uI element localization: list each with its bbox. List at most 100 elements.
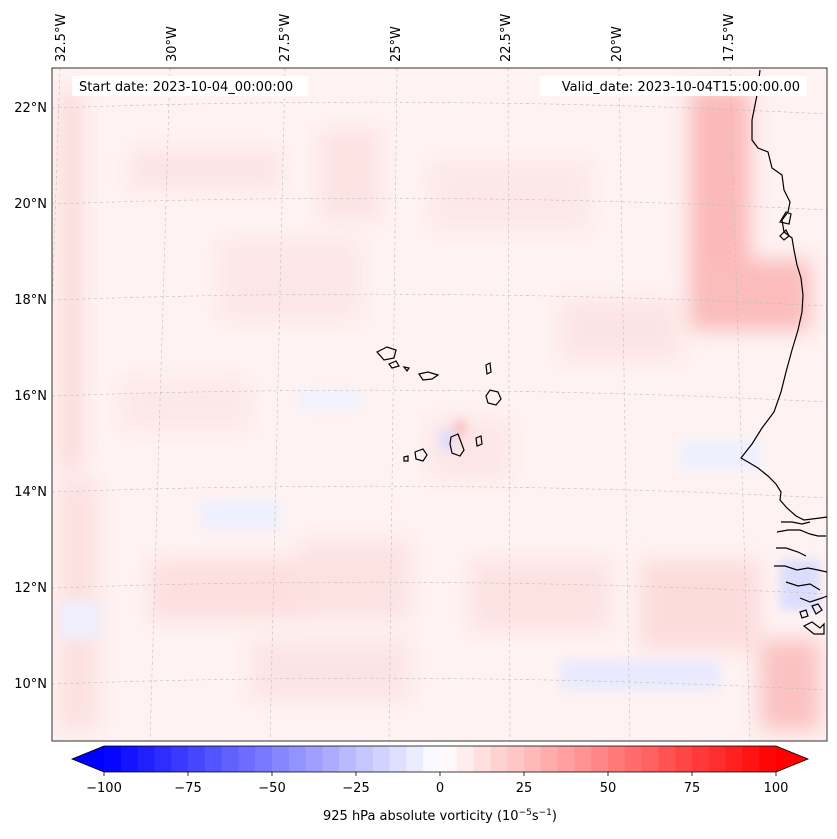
colorbar-segment: [524, 746, 542, 772]
colorbar-segment: [221, 746, 239, 772]
latitude-tick-label: 16°N: [14, 389, 47, 404]
longitude-tick-label: 22.5°W: [499, 14, 514, 62]
map-panel: [52, 68, 827, 741]
colorbar-segment: [137, 746, 155, 772]
island-fogo: [414, 448, 428, 462]
longitude-tick-label: 32.5°W: [54, 14, 69, 62]
island-santa-luzia: [402, 366, 410, 373]
latitude-tick-label: 22°N: [14, 101, 47, 116]
colorbar-tick-label: 0: [436, 781, 444, 796]
vorticity-field: [58, 90, 820, 730]
colorbar-segment: [255, 746, 273, 772]
colorbar-segment: [305, 746, 323, 772]
coastal-island-1: [779, 211, 792, 225]
colorbar-segment: [406, 746, 424, 772]
colorbar-segment: [389, 746, 407, 772]
island-santiago: [449, 433, 465, 457]
colorbar-tick-label: −75: [174, 781, 201, 796]
latitude-tick-label: 14°N: [14, 485, 47, 500]
colorbar-segment: [456, 746, 474, 772]
longitude-tick-label: 27.5°W: [278, 14, 293, 62]
colorbar: −100 −75 −50 −25 0 25 50 75 100 925 hPa absolute…: [70, 745, 810, 824]
colorbar-segment: [322, 746, 340, 772]
coastal-island-5: [799, 609, 809, 619]
colorbar-segment: [507, 746, 525, 772]
colorbar-segment: [608, 746, 626, 772]
colorbar-segment: [759, 746, 777, 772]
island-maio: [475, 435, 483, 447]
colorbar-segment: [272, 746, 290, 772]
meridian-line: [618, 68, 631, 741]
parallel-line: [52, 197, 827, 211]
colorbar-segment: [742, 746, 760, 772]
colorbar-segment: [574, 746, 592, 772]
island-sao-vicente: [388, 360, 400, 369]
map-frame: [51, 67, 828, 742]
colorbar-tick-label: −25: [342, 781, 369, 796]
longitude-tick-labels: 32.5°W 30°W 27.5°W 25°W 22.5°W 20°W 17.5°W: [54, 14, 737, 62]
colorbar-segment: [708, 746, 726, 772]
coastlines: [376, 69, 827, 635]
latitude-tick-label: 10°N: [14, 677, 47, 692]
colorbar-segment: [540, 746, 558, 772]
africa-coastline: [740, 69, 827, 603]
latitude-tick-label: 18°N: [14, 293, 47, 308]
coastal-island-2: [779, 228, 790, 241]
colorbar-segment: [171, 746, 189, 772]
colorbar-segments: [104, 746, 777, 772]
island-santo-antao: [376, 346, 397, 361]
colorbar-segment: [154, 746, 172, 772]
colorbar-segment: [372, 746, 390, 772]
colorbar-segment: [339, 746, 357, 772]
parallel-line: [52, 293, 827, 307]
colorbar-segment: [658, 746, 676, 772]
colorbar-label: 925 hPa absolute vorticity (10−5s−1): [323, 808, 557, 824]
colorbar-segment: [356, 746, 374, 772]
colorbar-tick-label: 50: [600, 781, 617, 796]
colorbar-high-extension: [776, 746, 808, 772]
valid-date-label: Valid_date: 2023-10-04T15:00:00.00: [562, 80, 800, 95]
valid-date-box: [540, 76, 807, 96]
latitude-tick-label: 20°N: [14, 197, 47, 212]
parallel-line: [52, 101, 827, 115]
colorbar-segment: [624, 746, 642, 772]
start-date-box: [72, 76, 308, 96]
parallel-line: [52, 485, 827, 499]
latitude-tick-labels: 22°N 20°N 18°N 16°N 14°N 12°N 10°N: [14, 101, 47, 692]
colorbar-segment: [641, 746, 659, 772]
graticule-lines: [52, 68, 827, 741]
longitude-tick-label: 17.5°W: [722, 14, 737, 62]
colorbar-segment: [692, 746, 710, 772]
colorbar-tick-label: 100: [764, 781, 789, 796]
colorbar-segment: [288, 746, 306, 772]
colorbar-low-extension: [72, 746, 104, 772]
island-brava: [403, 455, 409, 462]
island-boa-vista: [485, 389, 502, 406]
meridian-line: [149, 68, 171, 741]
parallel-line: [52, 677, 827, 691]
longitude-tick-label: 25°W: [389, 26, 404, 62]
colorbar-segment: [490, 746, 508, 772]
colorbar-segment: [675, 746, 693, 772]
parallel-line: [52, 581, 827, 595]
longitude-tick-label: 20°W: [610, 26, 625, 62]
colorbar-segment: [204, 746, 222, 772]
colorbar-tick-label: 25: [516, 781, 533, 796]
meridian-line: [507, 68, 511, 741]
coastal-island-4: [802, 621, 825, 635]
colorbar-tick-labels: −100 −75 −50 −25 0 25 50 75 100: [86, 772, 788, 796]
colorbar-segment: [120, 746, 138, 772]
meridian-line: [388, 68, 398, 741]
colorbar-segment: [725, 746, 743, 772]
colorbar-tick-label: 75: [684, 781, 701, 796]
colorbar-tick-label: −50: [258, 781, 285, 796]
colorbar-segment: [440, 746, 458, 772]
coastal-island-3: [811, 603, 823, 615]
start-date-label: Start date: 2023-10-04_00:00:00: [79, 80, 293, 95]
parallel-line: [52, 389, 827, 403]
meridian-line: [269, 68, 286, 741]
colorbar-segment: [104, 746, 122, 772]
island-sao-nicolau: [418, 371, 440, 381]
longitude-tick-label: 30°W: [165, 26, 180, 62]
